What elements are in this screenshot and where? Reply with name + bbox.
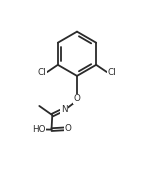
Text: O: O [65,124,72,133]
Text: N: N [61,105,67,114]
Text: Cl: Cl [108,68,116,77]
Text: O: O [74,94,80,103]
Text: HO: HO [32,125,46,134]
Text: Cl: Cl [38,68,46,77]
